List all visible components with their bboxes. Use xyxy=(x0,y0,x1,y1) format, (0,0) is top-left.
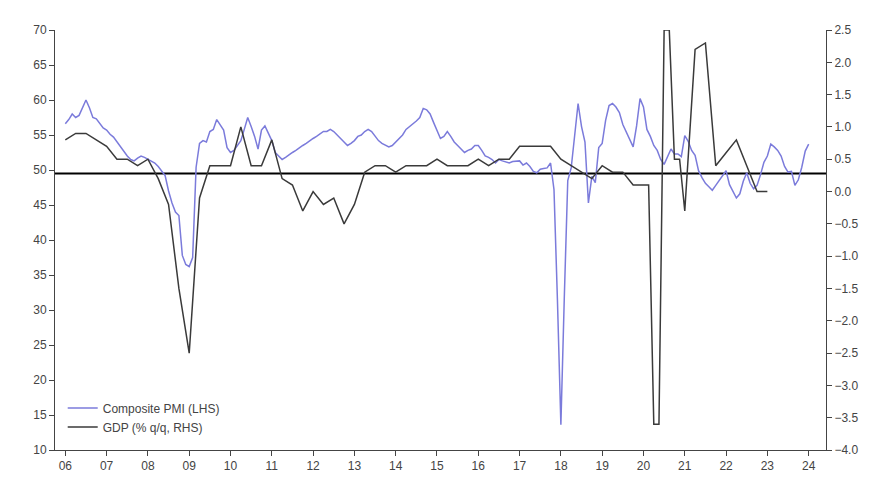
svg-text:0.0: 0.0 xyxy=(834,185,851,199)
svg-text:08: 08 xyxy=(141,459,155,473)
svg-text:15: 15 xyxy=(33,408,47,422)
svg-text:65: 65 xyxy=(33,58,47,72)
svg-text:09: 09 xyxy=(183,459,197,473)
svg-text:21: 21 xyxy=(678,459,692,473)
svg-text:19: 19 xyxy=(595,459,609,473)
svg-text:GDP (% q/q, RHS): GDP (% q/q, RHS) xyxy=(103,421,203,435)
svg-text:40: 40 xyxy=(33,233,47,247)
svg-text:17: 17 xyxy=(513,459,527,473)
svg-text:2.5: 2.5 xyxy=(834,23,851,37)
svg-text:14: 14 xyxy=(389,459,403,473)
svg-text:2.0: 2.0 xyxy=(834,56,851,70)
svg-text:11: 11 xyxy=(266,459,279,473)
svg-text:−3.0: −3.0 xyxy=(834,379,858,393)
svg-text:Composite PMI (LHS): Composite PMI (LHS) xyxy=(103,402,220,416)
svg-text:−2.5: −2.5 xyxy=(834,346,858,360)
svg-text:07: 07 xyxy=(100,459,114,473)
svg-text:20: 20 xyxy=(33,373,47,387)
svg-text:−4.0: −4.0 xyxy=(834,443,858,457)
svg-text:45: 45 xyxy=(33,198,47,212)
svg-text:23: 23 xyxy=(761,459,775,473)
svg-text:55: 55 xyxy=(33,128,47,142)
svg-text:13: 13 xyxy=(348,459,362,473)
svg-text:−2.0: −2.0 xyxy=(834,314,858,328)
svg-text:06: 06 xyxy=(59,459,73,473)
svg-text:1.0: 1.0 xyxy=(834,120,851,134)
svg-text:30: 30 xyxy=(33,303,47,317)
svg-text:−0.5: −0.5 xyxy=(834,217,858,231)
svg-text:12: 12 xyxy=(306,459,320,473)
svg-text:22: 22 xyxy=(719,459,733,473)
svg-text:25: 25 xyxy=(33,338,47,352)
svg-text:15: 15 xyxy=(430,459,444,473)
svg-text:70: 70 xyxy=(33,23,47,37)
svg-text:10: 10 xyxy=(33,443,47,457)
svg-text:16: 16 xyxy=(472,459,486,473)
svg-text:35: 35 xyxy=(33,268,47,282)
svg-text:1.5: 1.5 xyxy=(834,88,851,102)
svg-text:18: 18 xyxy=(554,459,568,473)
svg-text:50: 50 xyxy=(33,163,47,177)
svg-text:60: 60 xyxy=(33,93,47,107)
svg-text:−1.5: −1.5 xyxy=(834,282,858,296)
svg-text:−1.0: −1.0 xyxy=(834,249,858,263)
svg-text:10: 10 xyxy=(224,459,238,473)
svg-text:−3.5: −3.5 xyxy=(834,411,858,425)
svg-text:20: 20 xyxy=(637,459,651,473)
svg-text:24: 24 xyxy=(802,459,816,473)
svg-text:0.5: 0.5 xyxy=(834,152,851,166)
